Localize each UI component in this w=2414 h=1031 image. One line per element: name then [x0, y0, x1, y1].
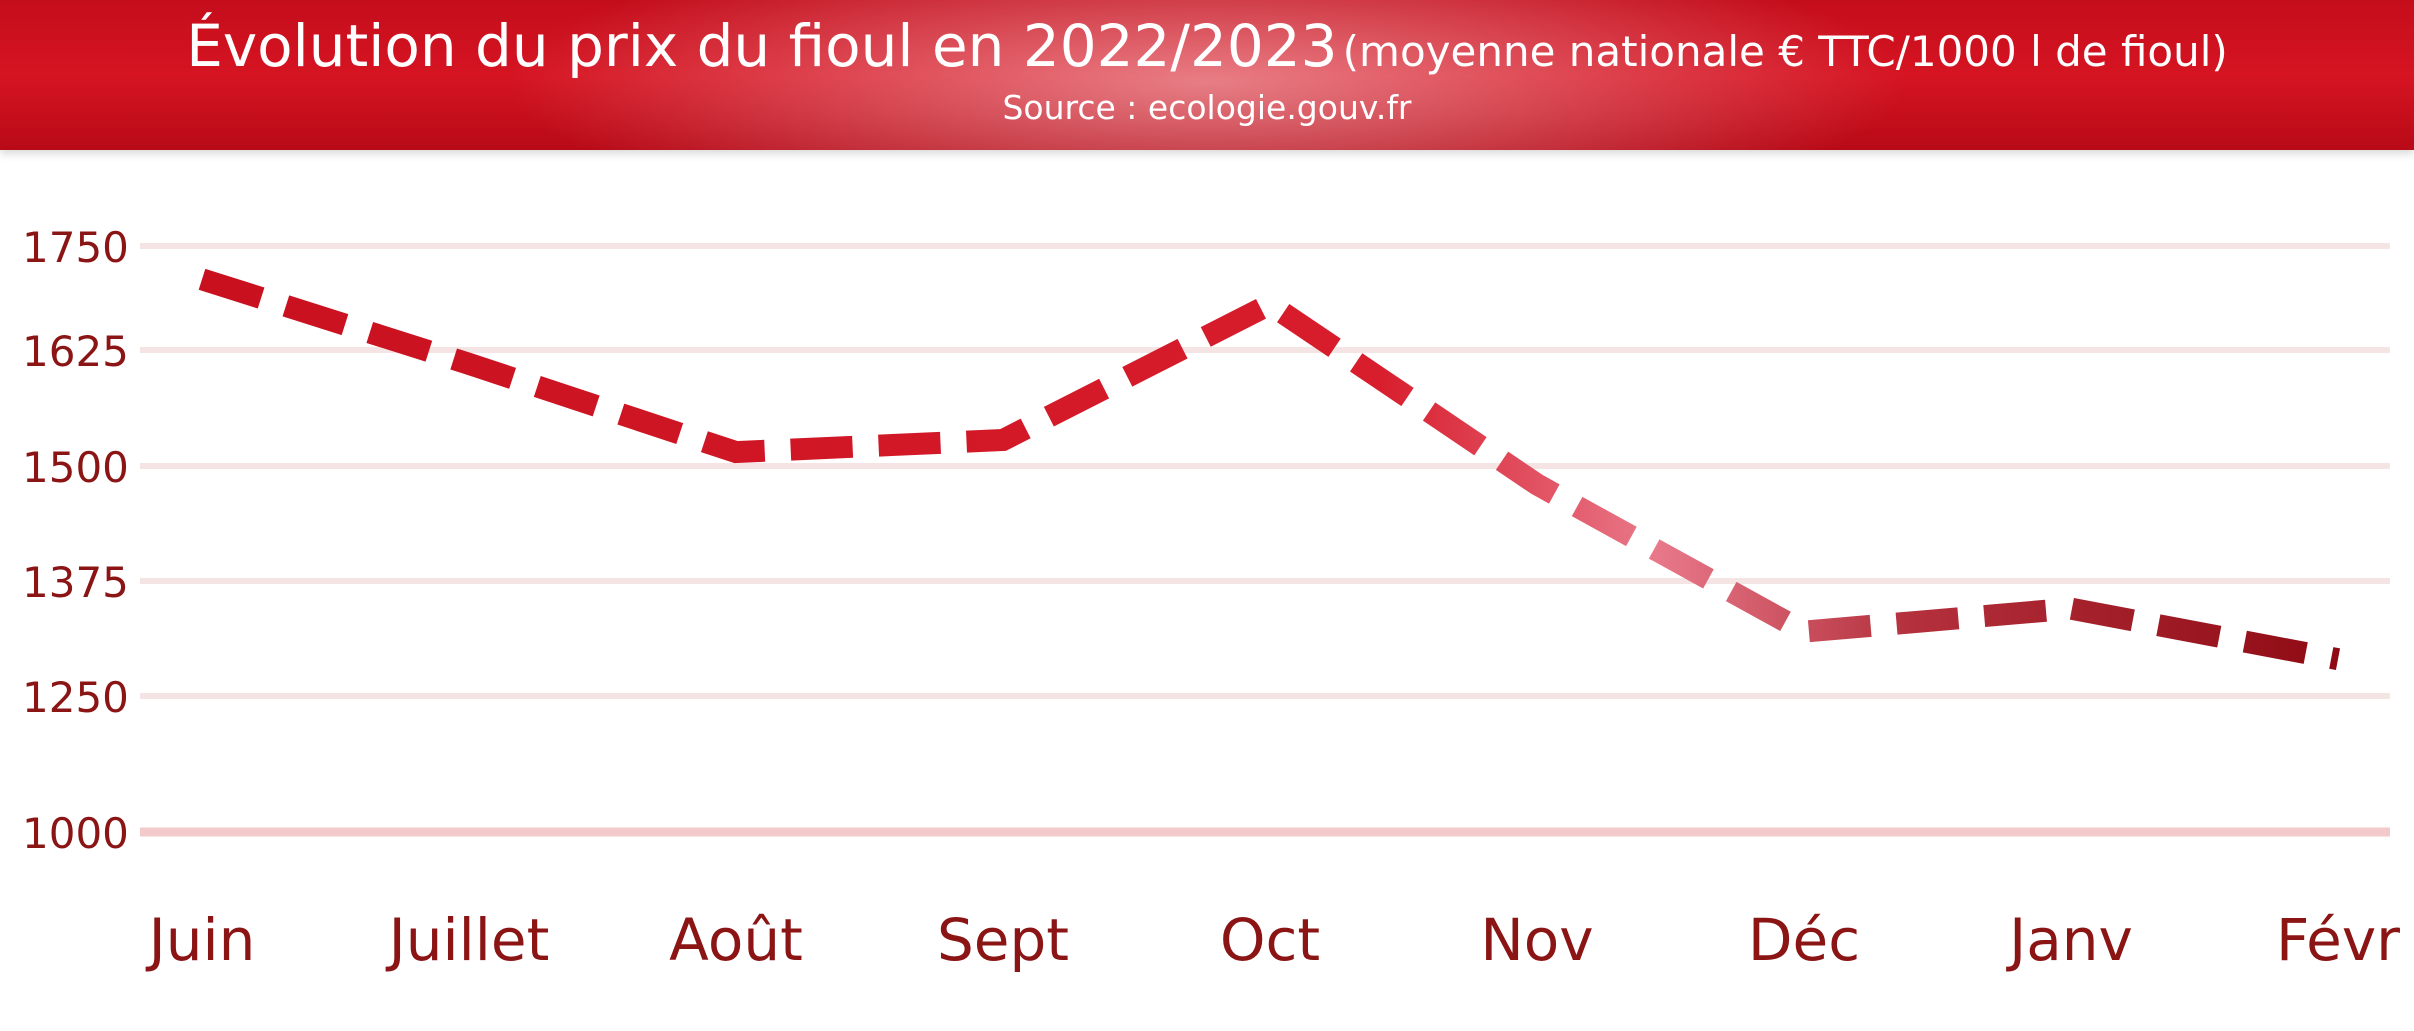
data-point-Oct [1267, 301, 1273, 307]
y-tick-label: 1000 [22, 809, 129, 858]
series-line-0 [198, 268, 2341, 671]
x-tick-label: Févr [2276, 906, 2400, 974]
x-tick-label: Juin [146, 906, 256, 974]
x-tick-label: Juillet [386, 906, 550, 974]
data-point-Déc [1801, 629, 1807, 635]
title-banner: Évolution du prix du fioul en 2022/2023 … [0, 0, 2414, 150]
x-tick-label: Janv [2006, 906, 2133, 974]
y-tick-label: 1250 [22, 673, 129, 722]
chart-title: Évolution du prix du fioul en 2022/2023 [186, 12, 1338, 80]
y-tick-label: 1750 [22, 223, 129, 272]
chart-title-unit: (moyenne nationale € TTC/1000 l de fioul… [1342, 27, 2228, 76]
x-tick-label: Oct [1220, 906, 1320, 974]
x-tick-label: Nov [1480, 906, 1593, 974]
chart-subtitle: Source : ecologie.gouv.fr [1002, 88, 1412, 127]
y-tick-label: 1625 [22, 327, 129, 376]
x-tick-label: Sept [937, 906, 1069, 974]
x-tick-label: Août [669, 906, 803, 974]
y-tick-label: 1500 [22, 443, 129, 492]
title-row: Évolution du prix du fioul en 2022/2023 … [0, 6, 2414, 86]
x-tick-label: Déc [1748, 906, 1860, 974]
y-tick-label: 1375 [22, 558, 129, 607]
